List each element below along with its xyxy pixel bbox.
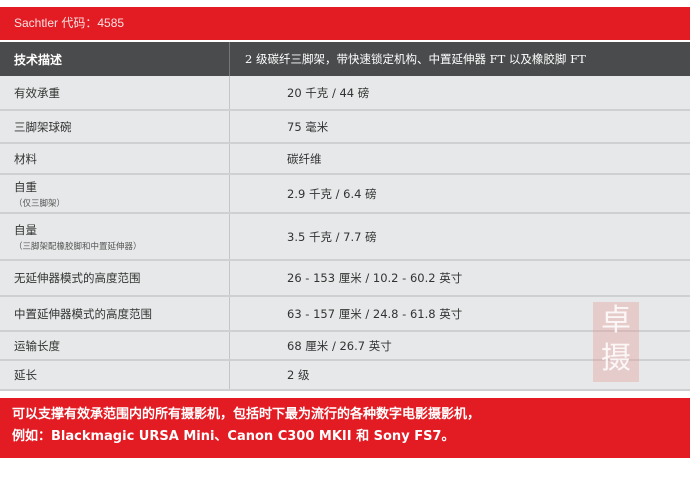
table-row: 三脚架球碗 75 毫米 [0, 111, 690, 144]
footer-note: 可以支撑有效承范围内的所有摄影机，包括时下最为流行的各种数字电影摄影机， 例如：… [0, 398, 690, 458]
row-value: 2.9 千克 / 6.4 磅 [287, 186, 377, 201]
row-label: 运输长度 [14, 338, 60, 353]
header-value: 2 级碳纤三脚架，带快速锁定机构、中置延伸器 FT 以及橡胶脚 FT [245, 52, 586, 66]
row-label: 自重 [14, 179, 37, 194]
row-value: 63 - 157 厘米 / 24.8 - 61.8 英寸 [287, 306, 463, 321]
footer-line-2: 例如：Blackmagic URSA Mini、Canon C300 MKII … [12, 429, 455, 444]
footer-line-1: 可以支撑有效承范围内的所有摄影机，包括时下最为流行的各种数字电影摄影机， [12, 407, 481, 422]
row-label: 延长 [14, 368, 37, 382]
row-value: 26 - 153 厘米 / 10.2 - 60.2 英寸 [287, 271, 463, 285]
header-label: 技术描述 [0, 42, 230, 76]
row-label: 无延伸器模式的高度范围 [14, 271, 141, 285]
row-sublabel: （三脚架配橡胶脚和中置延伸器） [14, 241, 142, 252]
table-row: 自重 （仅三脚架） 2.9 千克 / 6.4 磅 [0, 175, 690, 214]
row-value: 75 毫米 [287, 119, 329, 134]
table-row: 无延伸器模式的高度范围 26 - 153 厘米 / 10.2 - 60.2 英寸 [0, 261, 690, 297]
table-header: 技术描述 2 级碳纤三脚架，带快速锁定机构、中置延伸器 FT 以及橡胶脚 FT [0, 42, 690, 76]
row-label: 中置延伸器模式的高度范围 [14, 306, 152, 321]
row-value: 3.5 千克 / 7.7 磅 [287, 229, 377, 244]
row-value: 碳纤维 [287, 151, 322, 166]
row-value: 68 厘米 / 26.7 英寸 [287, 338, 392, 353]
table-row: 运输长度 68 厘米 / 26.7 英寸 [0, 332, 690, 361]
table-row: 中置延伸器模式的高度范围 63 - 157 厘米 / 24.8 - 61.8 英寸 [0, 297, 690, 332]
row-label: 材料 [14, 151, 37, 166]
row-sublabel: （仅三脚架） [14, 198, 66, 209]
seal-stamp: 卓摄 [593, 302, 639, 382]
row-label: 自量 [14, 222, 37, 237]
table-row: 自量 （三脚架配橡胶脚和中置延伸器） 3.5 千克 / 7.7 磅 [0, 214, 690, 261]
table-row: 有效承重 20 千克 / 44 磅 [0, 76, 690, 111]
row-value: 2 级 [287, 368, 310, 382]
row-value: 20 千克 / 44 磅 [287, 85, 370, 100]
row-label: 三脚架球碗 [14, 119, 72, 134]
table-row: 材料 碳纤维 [0, 144, 690, 175]
table-row: 延长 2 级 [0, 361, 690, 391]
product-code-bar: Sachtler 代码：4585 [0, 7, 690, 40]
spec-table: 技术描述 2 级碳纤三脚架，带快速锁定机构、中置延伸器 FT 以及橡胶脚 FT … [0, 42, 690, 391]
row-label: 有效承重 [14, 85, 60, 100]
